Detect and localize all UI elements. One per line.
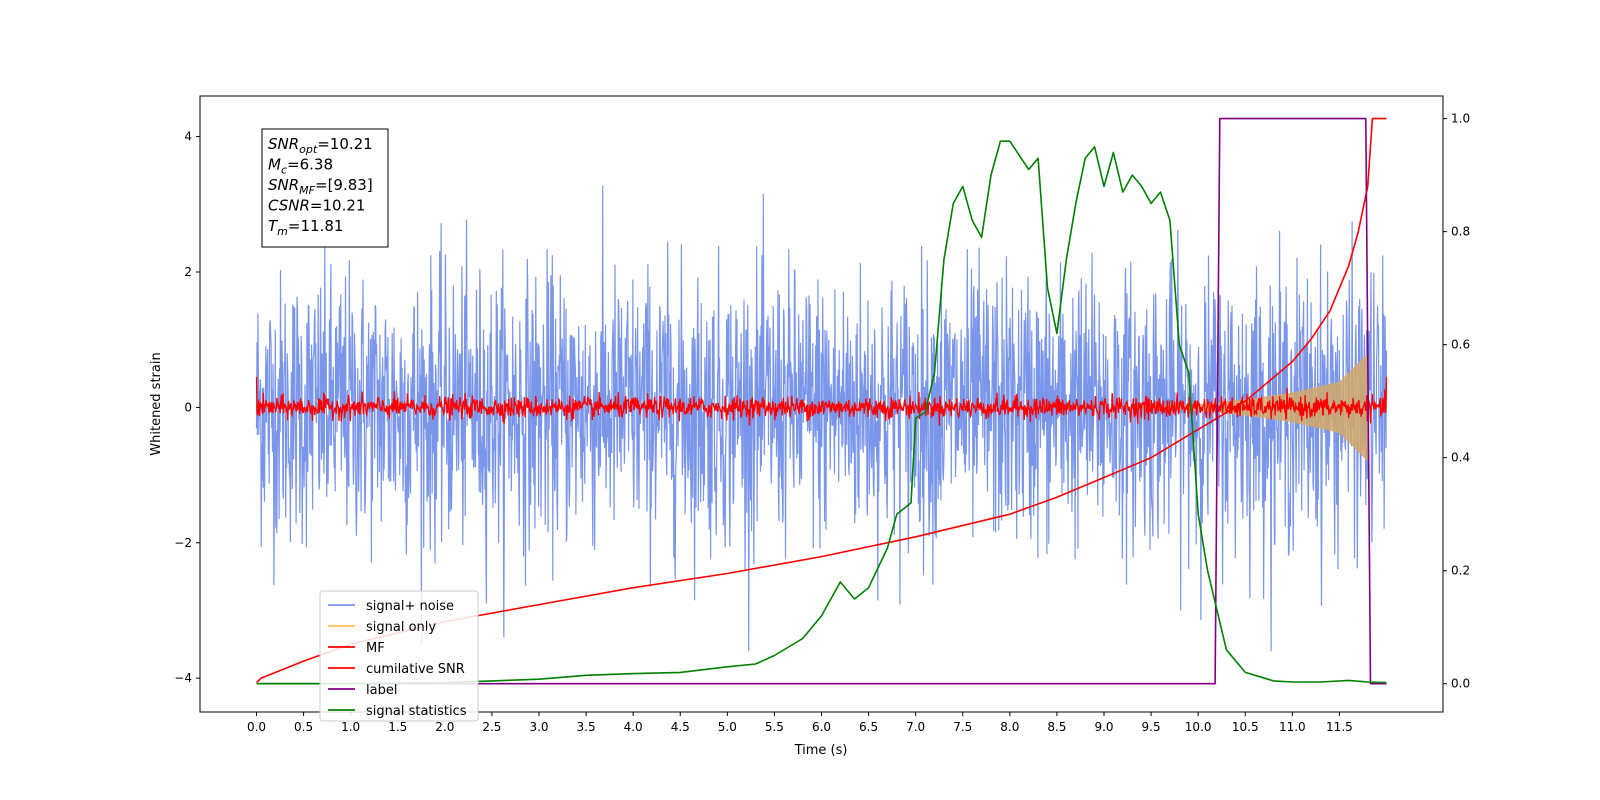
legend-entry: cumilative SNR: [366, 662, 465, 677]
series-mf: [255, 376, 1388, 426]
series-label: [256, 117, 1387, 685]
x-tick-label: 5.0: [718, 720, 737, 734]
x-tick-label: 8.5: [1047, 720, 1066, 734]
y-axis-label: Whitened strain: [149, 352, 164, 455]
x-tick-label: 0.5: [294, 720, 313, 734]
x-tick-label: 2.5: [482, 720, 501, 734]
y-tick-label: 2: [184, 265, 192, 279]
x-tick-label: 6.5: [859, 720, 878, 734]
legend-entry: signal only: [366, 620, 436, 635]
legend-entry: signal+ noise: [366, 599, 454, 614]
y2-tick-label: 1.0: [1451, 112, 1470, 126]
annotation-line: SNRopt=10.21: [268, 135, 373, 156]
annotation-frame: [261, 128, 389, 248]
annotation-line: SNRMF=[9.83]: [268, 176, 373, 197]
legend-entry: signal statistics: [366, 704, 467, 719]
x-tick-label: 8.0: [1000, 720, 1019, 734]
x-axis-ticks: 0.0 0.5 1.0 1.5 2.0 2.5 3.0 3.5 4.0 4.5 5.0 5.5 6.0 6…: [247, 712, 1353, 734]
x-tick-label: 4.0: [624, 720, 643, 734]
x-tick-label: 11.0: [1279, 720, 1306, 734]
annotation-line: Tm=11.81: [268, 217, 343, 238]
y-axis-right-ticks: 0.0 0.2 0.4 0.6 0.8 1.0: [1443, 112, 1470, 691]
legend: signal+ noise signal only MF cumilative SNR…: [319, 590, 479, 722]
x-tick-label: 6.0: [812, 720, 831, 734]
y2-tick-label: 0.6: [1451, 338, 1470, 352]
y-tick-label: 0: [184, 400, 192, 414]
x-tick-label: 3.0: [529, 720, 548, 734]
annotation-line: CSNR=10.21: [268, 197, 365, 215]
x-axis-label: Time (s): [794, 743, 848, 758]
x-tick-label: 1.0: [341, 720, 360, 734]
x-tick-label: 1.5: [388, 720, 407, 734]
annotation-box: SNRopt=10.21Mc=6.38SNRMF=[9.83]CSNR=10.2…: [261, 128, 389, 248]
x-tick-label: 11.5: [1326, 720, 1353, 734]
y-tick-label: −2: [174, 536, 192, 550]
legend-entry: MF: [366, 641, 385, 656]
x-tick-label: 9.0: [1094, 720, 1113, 734]
x-tick-label: 7.5: [953, 720, 972, 734]
legend-entry: label: [366, 683, 397, 698]
x-tick-label: 10.0: [1185, 720, 1212, 734]
series-signal-statistics: [256, 140, 1387, 685]
annotation-line: Mc=6.38: [268, 156, 333, 177]
y-tick-label: −4: [174, 671, 192, 685]
y2-tick-label: 0.8: [1451, 225, 1470, 239]
y2-tick-label: 0.4: [1451, 451, 1470, 465]
x-tick-label: 5.5: [765, 720, 784, 734]
x-tick-label: 4.5: [671, 720, 690, 734]
y2-tick-label: 0.0: [1451, 677, 1470, 691]
x-tick-label: 2.0: [435, 720, 454, 734]
x-tick-label: 10.5: [1232, 720, 1259, 734]
y-axis-left-ticks: −4 −2 0 2 4: [174, 130, 200, 685]
x-tick-label: 7.0: [906, 720, 925, 734]
x-tick-label: 3.5: [577, 720, 596, 734]
x-tick-label: 0.0: [247, 720, 266, 734]
legend-frame: [319, 590, 479, 722]
x-tick-label: 9.5: [1142, 720, 1161, 734]
y-tick-label: 4: [184, 130, 192, 144]
y2-tick-label: 0.2: [1451, 564, 1470, 578]
